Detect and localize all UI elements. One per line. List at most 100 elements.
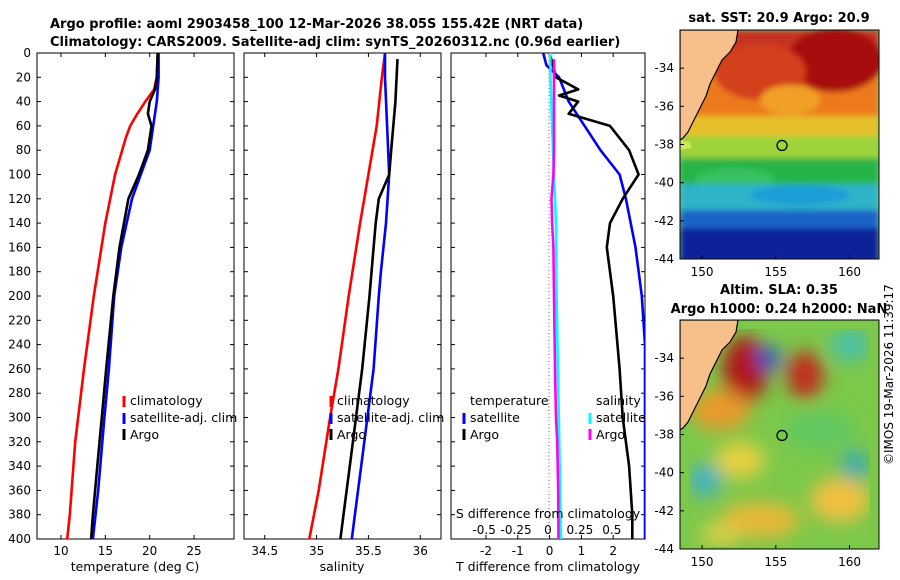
s-difference-label: S difference from climatology: [456, 506, 641, 521]
map-y-tick-label: -40: [654, 466, 674, 480]
legend-heading: temperature: [470, 393, 549, 408]
depth-tick-labels: 0 20 40 60 80 100 120 140 160 180 200 220 240 260 280 3…: [8, 46, 31, 546]
sst-map-title: sat. SST: 20.9 Argo: 20.9: [688, 11, 869, 26]
depth-tick-label: 260: [8, 362, 31, 376]
depth-tick-label: 280: [8, 386, 31, 400]
sst-map-image: [680, 30, 879, 259]
depth-tick-label: 200: [8, 289, 31, 303]
title-line-1: Argo profile: aoml 2903458_100 12-Mar-20…: [50, 17, 583, 32]
legend-label: climatology: [337, 393, 410, 408]
legend-label: climatology: [130, 393, 203, 408]
legend-label: Argo: [337, 427, 366, 442]
temperature-profiles: [65, 52, 160, 540]
depth-tick-label: 80: [16, 143, 31, 157]
map-y-tick-label: -42: [654, 504, 674, 518]
temperature-axes: [36, 52, 235, 540]
x-tick-label: 25: [186, 544, 201, 558]
depth-tick-label: 360: [8, 483, 31, 497]
depth-tick-label: 320: [8, 435, 31, 449]
sla-map-title-2: Argo h1000: 0.24 h2000: NaN: [671, 302, 888, 317]
legend-label: satellite-adj. clim: [130, 410, 237, 425]
map-y-tick-label: -38: [654, 138, 674, 152]
map-x-tick-label: 155: [764, 555, 787, 569]
map-y-tick-label: -34: [654, 351, 674, 365]
map-x-tick-label: 160: [838, 555, 861, 569]
depth-tick-label: 380: [8, 508, 31, 522]
series-line-argo: [89, 52, 159, 540]
series-line-argo: [339, 59, 399, 540]
map-y-tick-label: -42: [654, 214, 674, 228]
legend-label: Argo: [470, 427, 499, 442]
s-difference-ticks: -0.5 -0.25 0 0.25 0.5: [472, 523, 621, 537]
map-x-tick-label: 155: [764, 265, 787, 279]
sla-map-ticks: 150 155 160 -34 -36 -38 -40 -42 -44: [654, 351, 861, 569]
s-tick-label: -0.25: [501, 523, 532, 537]
map-y-tick-label: -36: [654, 389, 674, 403]
x-tick-label: 2: [609, 544, 617, 558]
series-line-t-satellite: [541, 53, 645, 539]
x-tick-label: -1: [512, 544, 524, 558]
depth-tick-label: 0: [23, 46, 31, 60]
x-tick-label: 36: [413, 544, 428, 558]
depth-tick-label: 40: [16, 95, 31, 109]
argo-position-marker: [776, 139, 788, 152]
salinity-xlabel: salinity: [320, 559, 365, 574]
depth-tick-label: 160: [8, 240, 31, 254]
s-tick-label: 0.5: [602, 523, 621, 537]
series-line-satellite-adj-clim: [350, 53, 391, 540]
depth-tick-label: 120: [8, 192, 31, 206]
legend-label: satellite: [596, 410, 646, 425]
sst-map-ticks: 150 155 160 -34 -36 -38 -40 -42 -44: [654, 61, 861, 279]
depth-tick-label: 140: [8, 216, 31, 230]
map-y-tick-label: -44: [654, 542, 674, 556]
legend-heading: salinity: [596, 393, 641, 408]
legend-label: satellite-adj. clim: [337, 410, 444, 425]
x-tick-label: 20: [142, 544, 157, 558]
x-tick-label: 0: [546, 544, 554, 558]
salinity-axes: [243, 52, 442, 540]
x-tick-label: -2: [480, 544, 492, 558]
depth-tick-label: 180: [8, 265, 31, 279]
temperature-legend: climatology satellite-adj. clim Argo: [122, 393, 237, 442]
temperature-ticks: 10 15 20 25: [37, 52, 234, 558]
depth-tick-label: 220: [8, 313, 31, 327]
difference-legend-salinity: salinity satellite Argo: [588, 393, 646, 442]
s-tick-label: 0: [544, 523, 552, 537]
x-tick-label: 1: [578, 544, 586, 558]
s-tick-label: -0.5: [472, 523, 495, 537]
temperature-xlabel: temperature (deg C): [71, 559, 200, 574]
credit-stamp: ©IMOS 19-Mar-2026 11:39:17: [882, 284, 896, 465]
title-line-2: Climatology: CARS2009. Satellite-adj cli…: [50, 35, 620, 50]
series-line-t-argo: [548, 53, 640, 539]
depth-tick-label: 20: [16, 70, 31, 84]
map-x-tick-label: 150: [691, 265, 714, 279]
sla-map-image: [680, 320, 879, 549]
series-line-s-argo: [550, 59, 560, 539]
map-y-tick-label: -38: [654, 428, 674, 442]
salinity-profiles: [308, 52, 399, 540]
x-tick-label: 15: [98, 544, 113, 558]
salinity-legend: climatology satellite-adj. clim Argo: [329, 393, 444, 442]
legend-label: Argo: [130, 427, 159, 442]
legend-label: satellite: [470, 410, 520, 425]
map-y-tick-label: -36: [654, 99, 674, 113]
map-x-tick-label: 150: [691, 555, 714, 569]
difference-axes: [450, 52, 646, 540]
series-line-climatology: [308, 52, 387, 540]
difference-profiles: [541, 53, 645, 539]
map-x-tick-label: 160: [838, 265, 861, 279]
map-y-tick-label: -34: [654, 61, 674, 75]
sla-map-title-1: Altim. SLA: 0.35: [720, 283, 838, 298]
depth-tick-label: 60: [16, 119, 31, 133]
series-line-climatology: [65, 52, 159, 540]
series-line-satellite-adj-clim: [91, 53, 160, 540]
difference-legend-temperature: temperature satellite Argo: [462, 393, 549, 442]
t-difference-xlabel: T difference from climatology: [455, 559, 641, 574]
legend-label: Argo: [596, 427, 625, 442]
x-tick-label: 35: [309, 544, 324, 558]
x-tick-label: 35.5: [355, 544, 382, 558]
depth-tick-label: 340: [8, 459, 31, 473]
map-y-tick-label: -44: [654, 252, 674, 266]
salinity-ticks: 34.5 35 35.5 36: [244, 52, 441, 558]
